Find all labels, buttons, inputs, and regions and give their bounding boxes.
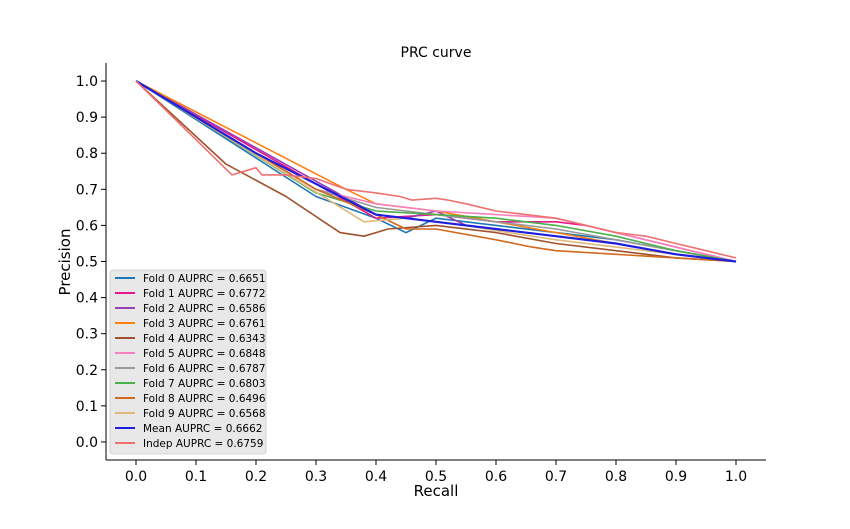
y-tick-label: 0.0	[76, 435, 98, 451]
y-tick-label: 0.1	[76, 399, 98, 415]
series-line-3	[135, 80, 737, 263]
y-tick-label: 1.0	[76, 74, 98, 90]
legend-label-8: Fold 8 AUPRC = 0.6496	[143, 393, 266, 405]
legend-label-7: Fold 7 AUPRC = 0.6803	[143, 378, 266, 390]
series-line-2	[135, 80, 737, 263]
y-ticks: 0.0 0.1 0.2 0.3 0.4 0.5 0.6 0.7 0.8 0.9 1.0	[76, 74, 106, 451]
x-tick-label: 0.7	[545, 469, 567, 485]
y-tick-label: 0.5	[76, 255, 98, 271]
x-tick-label: 0.0	[125, 469, 147, 485]
series-line-6	[135, 80, 737, 263]
legend-box	[109, 269, 267, 455]
y-tick-label: 0.8	[76, 146, 98, 162]
y-tick-label: 0.6	[76, 218, 98, 234]
series-line-10	[135, 80, 737, 263]
y-tick-label: 0.7	[76, 182, 98, 198]
series-line-11	[135, 80, 737, 259]
x-tick-label: 0.3	[305, 469, 327, 485]
legend: Fold 0 AUPRC = 0.6651 Fold 1 AUPRC = 0.67…	[109, 269, 267, 455]
y-tick-label: 0.4	[76, 291, 98, 307]
x-tick-label: 1.0	[725, 469, 747, 485]
legend-label-10: Mean AUPRC = 0.6662	[143, 423, 262, 435]
series-line-9	[135, 80, 737, 263]
series-line-8	[135, 80, 737, 263]
series-line-5	[135, 80, 737, 263]
legend-label-5: Fold 5 AUPRC = 0.6848	[143, 348, 266, 360]
legend-label-3: Fold 3 AUPRC = 0.6761	[143, 318, 266, 330]
series-line-0	[135, 80, 737, 263]
x-tick-label: 0.2	[245, 469, 267, 485]
legend-label-9: Fold 9 AUPRC = 0.6568	[143, 408, 266, 420]
x-tick-label: 0.1	[185, 469, 207, 485]
legend-label-6: Fold 6 AUPRC = 0.6787	[143, 363, 266, 375]
legend-label-4: Fold 4 AUPRC = 0.6343	[143, 333, 266, 345]
x-ticks: 0.0 0.1 0.2 0.3 0.4 0.5 0.6 0.7 0.8 0.9 1.0	[125, 460, 747, 485]
series-line-7	[135, 80, 737, 263]
legend-label-11: Indep AUPRC = 0.6759	[143, 438, 263, 450]
plot-lines	[135, 80, 737, 263]
y-tick-label: 0.9	[76, 110, 98, 126]
y-tick-label: 0.2	[76, 363, 98, 379]
y-tick-label: 0.3	[76, 327, 98, 343]
chart-title: PRC curve	[401, 45, 472, 61]
y-axis-label: Precision	[56, 229, 74, 296]
x-tick-label: 0.5	[425, 469, 447, 485]
legend-label-1: Fold 1 AUPRC = 0.6772	[143, 288, 266, 300]
x-tick-label: 0.9	[665, 469, 687, 485]
legend-items: Fold 0 AUPRC = 0.6651 Fold 1 AUPRC = 0.67…	[115, 273, 266, 450]
series-line-1	[135, 80, 737, 263]
x-tick-label: 0.8	[605, 469, 627, 485]
legend-label-2: Fold 2 AUPRC = 0.6586	[143, 303, 266, 315]
x-axis-label: Recall	[414, 482, 459, 500]
legend-label-0: Fold 0 AUPRC = 0.6651	[143, 273, 266, 285]
x-tick-label: 0.4	[365, 469, 387, 485]
x-tick-label: 0.6	[485, 469, 507, 485]
series-line-4	[135, 80, 737, 263]
